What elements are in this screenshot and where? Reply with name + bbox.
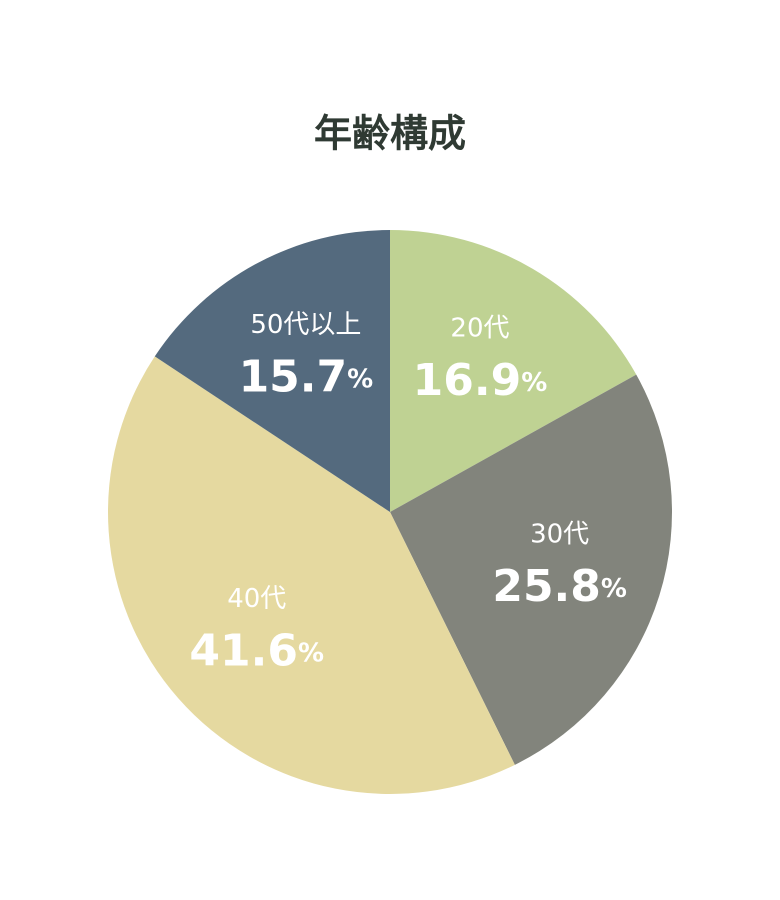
slice-value-label: 41.6%: [189, 625, 324, 676]
slice-category-label: 20代: [450, 313, 509, 343]
slice-value-label: 16.9%: [413, 355, 548, 406]
slice-category-label: 30代: [530, 519, 589, 549]
chart-title: 年齢構成: [314, 112, 466, 156]
slice-category-label: 40代: [227, 584, 286, 614]
pie-slice: [390, 374, 672, 765]
slice-category-label: 50代以上: [250, 310, 361, 340]
pie-slice: [390, 230, 637, 512]
pie-slice: [154, 230, 390, 512]
slice-value-label: 25.8%: [492, 561, 627, 612]
slice-value-label: 15.7%: [239, 352, 374, 403]
pie-slice: [108, 356, 515, 794]
